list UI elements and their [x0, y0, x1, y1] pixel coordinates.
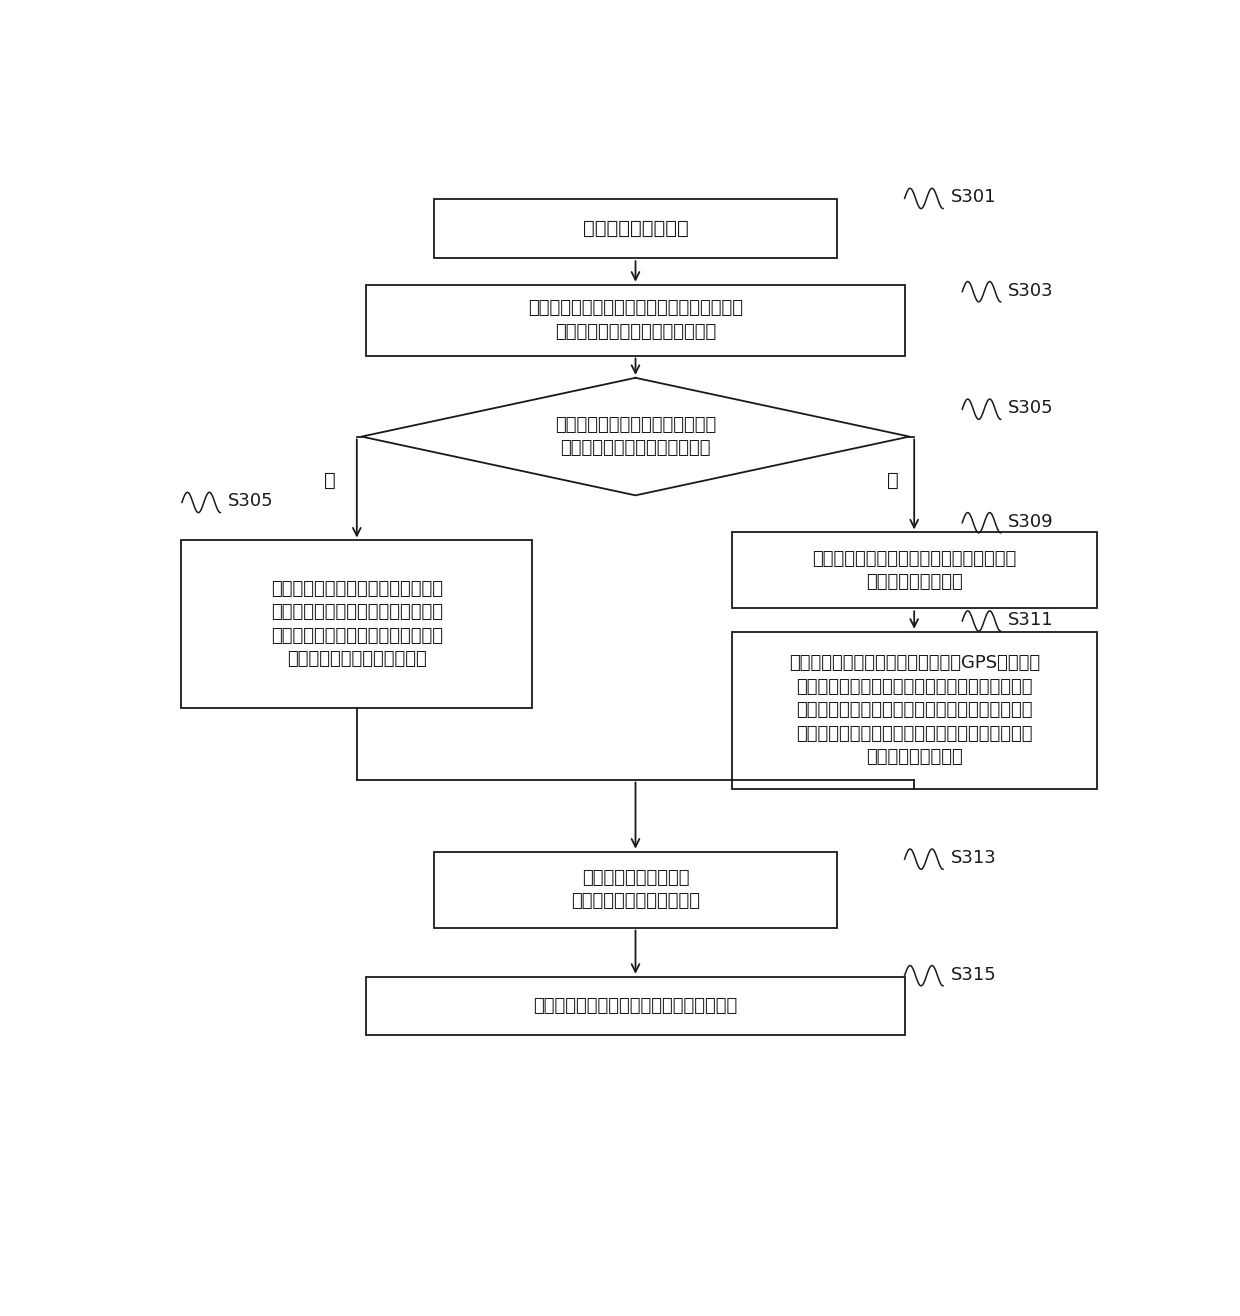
Bar [732, 632, 1097, 788]
Polygon shape [362, 378, 909, 495]
Text: 根据交通状况判定结果
而产生对应的交通提醒信息: 根据交通状况判定结果 而产生对应的交通提醒信息 [570, 869, 701, 911]
Text: S305: S305 [228, 492, 274, 511]
Text: S309: S309 [1008, 513, 1054, 530]
Bar [434, 851, 837, 928]
Text: 按照设置的信息输出方式输出交通提醒信息: 按照设置的信息输出方式输出交通提醒信息 [533, 998, 738, 1015]
Text: S301: S301 [951, 188, 996, 207]
Bar [367, 976, 905, 1036]
Text: 根据交通灯的亮灯颜色、车辆当前的GPS位置信息
、以及当前地点的红绿灯设置信息，通过对比当前
时间、红绿灯的状态以及车辆的当前车速来判定车
辆是否能通过交通路口: 根据交通灯的亮灯颜色、车辆当前的GPS位置信息 、以及当前地点的红绿灯设置信息，… [789, 654, 1040, 766]
Text: 对采集的所述交通信号灯图像进行图像解析，
以解析得到交通信号灯的亮灯颜色: 对采集的所述交通信号灯图像进行图像解析， 以解析得到交通信号灯的亮灯颜色 [528, 299, 743, 341]
Text: 根据亮灯颜色及当前显示的时间信息
并结合车辆的当前车速来判定车辆是
否能通过交通路口，获得是否能通过
交通路口的交通状况判断结果: 根据亮灯颜色及当前显示的时间信息 并结合车辆的当前车速来判定车辆是 否能通过交通… [270, 579, 443, 669]
Text: S315: S315 [951, 966, 997, 983]
Text: S303: S303 [1008, 282, 1054, 300]
Text: S305: S305 [1008, 399, 1054, 417]
Text: 至远端的大数据交通管理系统中查询当前地
点的红绿灯设置信息: 至远端的大数据交通管理系统中查询当前地 点的红绿灯设置信息 [812, 550, 1017, 591]
Bar [181, 541, 532, 708]
Text: S313: S313 [951, 849, 997, 867]
Bar [434, 200, 837, 258]
Text: S311: S311 [1008, 611, 1054, 629]
Text: 否: 否 [887, 471, 899, 491]
Text: 是: 是 [324, 471, 336, 491]
Bar [732, 533, 1097, 608]
Bar [367, 284, 905, 355]
Text: 判断解析出的交通信号灯图像中的
交通信号灯是否显示有时间信息: 判断解析出的交通信号灯图像中的 交通信号灯是否显示有时间信息 [554, 416, 717, 458]
Text: 采集交通信号灯图像: 采集交通信号灯图像 [583, 220, 688, 238]
